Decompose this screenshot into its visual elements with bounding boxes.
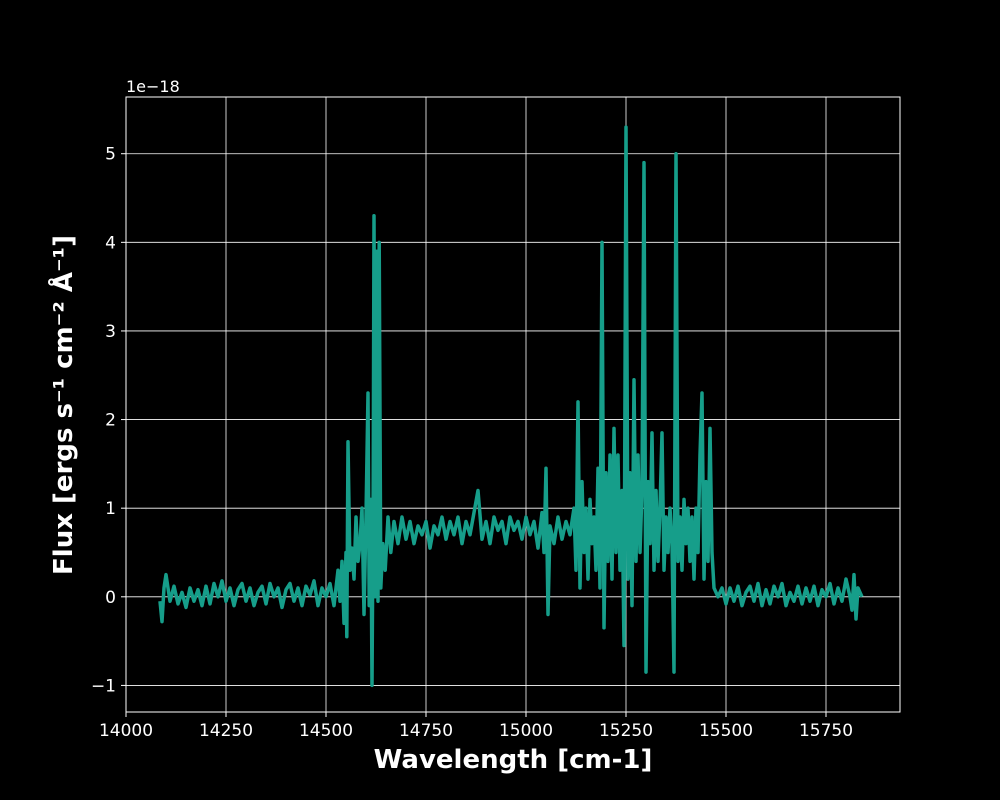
plot-area [158,125,864,688]
x-tick-label: 15250 [599,721,653,741]
y-tick-label: 3 [105,322,116,342]
x-tick-label: 14750 [399,721,453,741]
y-tick-label: 2 [105,411,116,431]
axes-frame [125,96,901,713]
y-offset-label: 1e−18 [126,77,180,96]
y-tick-label: 5 [105,145,116,165]
y-tick-label: 4 [105,233,116,253]
y-axis-label: Flux [ergs s⁻¹ cm⁻² Å⁻¹] [47,235,79,575]
x-tick-label: 15000 [499,721,553,741]
x-tick-label: 14500 [299,721,353,741]
x-axis-label: Wavelength [cm-1] [374,745,653,775]
ticks: 14000 14250 14500 14750 15000 15250 15500 15750… [91,145,853,741]
spectrum-line [158,125,864,688]
y-tick-label: 0 [105,588,116,608]
x-tick-label: 15500 [699,721,753,741]
x-tick-label: 14000 [99,721,153,741]
x-tick-label: 14250 [199,721,253,741]
y-tick-label: −1 [91,676,116,696]
y-tick-label: 1 [105,499,116,519]
x-tick-label: 15750 [799,721,853,741]
